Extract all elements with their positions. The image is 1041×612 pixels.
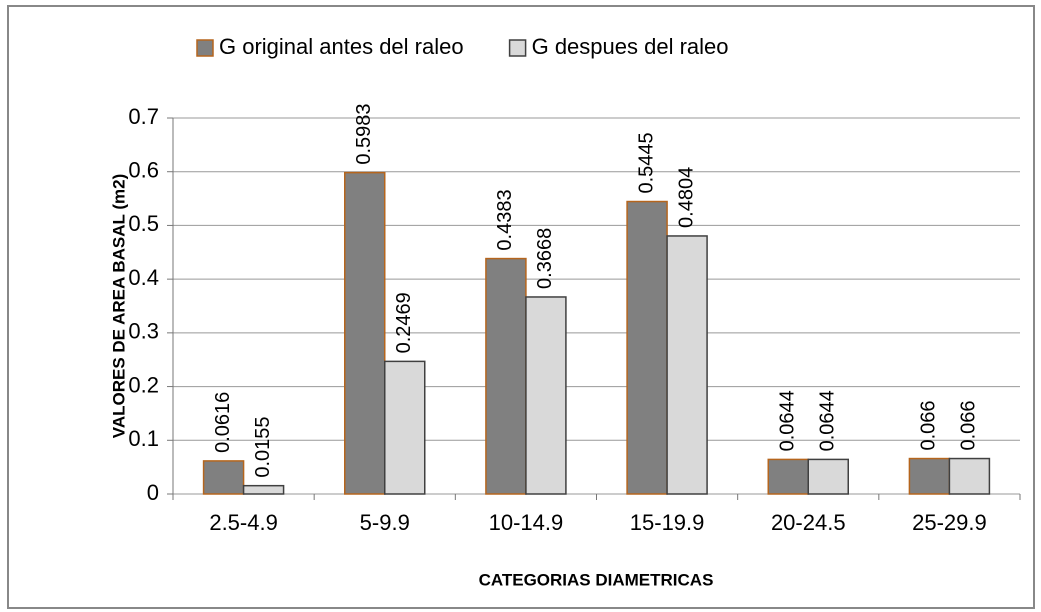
data-label: 0.0155 xyxy=(252,417,274,478)
data-label: 0.4383 xyxy=(494,189,516,250)
y-tick-label: 0.1 xyxy=(128,426,159,451)
x-tick-label: 20-24.5 xyxy=(771,510,846,535)
x-tick-label: 10-14.9 xyxy=(489,510,564,535)
y-tick-label: 0.3 xyxy=(128,319,159,344)
legend-swatch xyxy=(508,39,527,57)
x-tick-label: 2.5-4.9 xyxy=(209,510,278,535)
data-label: 0.0616 xyxy=(212,392,234,453)
legend-label: G despues del raleo xyxy=(532,34,729,59)
y-tick-label: 0.4 xyxy=(128,265,159,290)
data-label: 0.5983 xyxy=(353,103,375,164)
bar xyxy=(242,484,285,495)
bar xyxy=(525,296,567,495)
x-axis-title: CATEGORIAS DIAMETRICAS xyxy=(479,570,714,589)
data-label: 0.2469 xyxy=(393,292,415,353)
data-label: 0.4804 xyxy=(675,167,697,228)
x-tick-label: 15-19.9 xyxy=(630,510,705,535)
bar xyxy=(948,457,991,495)
bar xyxy=(908,457,951,495)
x-tick-label: 25-29.9 xyxy=(912,510,987,535)
bar xyxy=(666,235,708,495)
y-tick-label: 0 xyxy=(147,480,159,505)
bar xyxy=(807,458,849,495)
bar xyxy=(384,360,426,495)
data-label: 0.066 xyxy=(958,400,980,450)
y-axis-title: VALORES DE AREA BASAL (m2) xyxy=(109,174,128,438)
bar xyxy=(344,171,386,495)
bar xyxy=(202,460,245,495)
y-tick-label: 0.2 xyxy=(128,372,159,397)
legend-swatch xyxy=(196,39,214,57)
y-tick-label: 0.6 xyxy=(128,158,159,183)
bar xyxy=(626,200,668,495)
bar xyxy=(485,257,527,495)
bar xyxy=(767,458,809,495)
data-label: 0.0644 xyxy=(777,390,799,451)
legend-label: G original antes del raleo xyxy=(219,34,464,59)
data-label: 0.3668 xyxy=(534,228,556,289)
y-tick-label: 0.5 xyxy=(128,211,159,236)
data-label: 0.066 xyxy=(918,400,940,450)
data-label: 0.0644 xyxy=(817,390,839,451)
x-tick-label: 5-9.9 xyxy=(360,510,410,535)
y-tick-label: 0.7 xyxy=(128,104,159,129)
data-label: 0.5445 xyxy=(635,132,657,193)
